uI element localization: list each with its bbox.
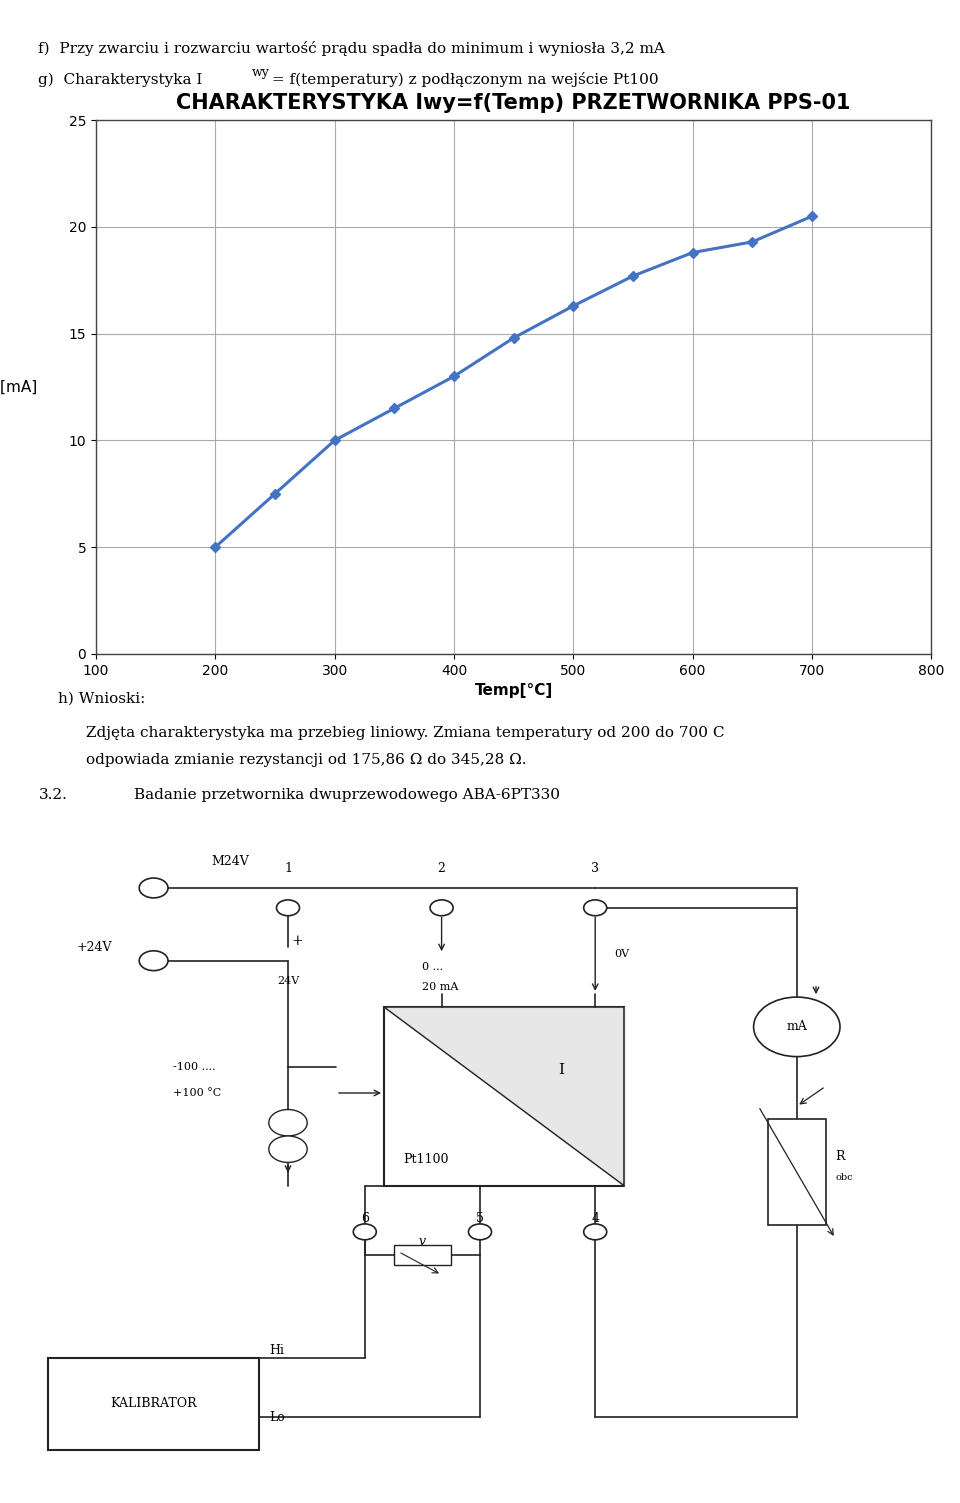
Text: 2: 2: [438, 861, 445, 875]
Circle shape: [584, 900, 607, 915]
Circle shape: [269, 1136, 307, 1162]
Bar: [48, 1357, 259, 1450]
Text: 3: 3: [591, 861, 599, 875]
Bar: [394, 1244, 451, 1266]
Text: h) Wnioski:: h) Wnioski:: [58, 691, 145, 705]
Text: 5: 5: [476, 1211, 484, 1225]
Text: wy: wy: [252, 66, 270, 78]
Text: +24V: +24V: [77, 941, 112, 954]
Text: +100 °C: +100 °C: [173, 1088, 221, 1099]
Circle shape: [269, 1109, 307, 1136]
Circle shape: [353, 1223, 376, 1240]
Text: Hi: Hi: [269, 1344, 284, 1357]
Text: 24V: 24V: [276, 975, 300, 986]
Text: g)  Charakterystyka I: g) Charakterystyka I: [38, 72, 203, 87]
Circle shape: [468, 1223, 492, 1240]
Text: Pt1100: Pt1100: [403, 1153, 448, 1166]
Text: 0V: 0V: [614, 948, 630, 959]
Text: M24V: M24V: [211, 855, 249, 869]
Text: -100 ....: -100 ....: [173, 1061, 215, 1072]
Text: odpowiada zmianie rezystancji od 175,86 Ω do 345,28 Ω.: odpowiada zmianie rezystancji od 175,86 …: [86, 753, 527, 767]
Text: +: +: [292, 933, 303, 948]
Circle shape: [584, 1223, 607, 1240]
Circle shape: [139, 878, 168, 897]
Text: = f(temperatury) z podłączonym na wejście Pt100: = f(temperatury) z podłączonym na wejści…: [267, 72, 659, 87]
Text: mA: mA: [786, 1021, 807, 1034]
Text: 1: 1: [284, 861, 292, 875]
Text: R: R: [835, 1150, 845, 1163]
Circle shape: [430, 900, 453, 915]
Text: v: v: [419, 1235, 426, 1249]
Text: Lo: Lo: [269, 1410, 284, 1423]
Title: CHARAKTERYSTYKA Iwy=f(Temp) PRZETWORNIKA PPS-01: CHARAKTERYSTYKA Iwy=f(Temp) PRZETWORNIKA…: [177, 93, 851, 113]
Circle shape: [276, 900, 300, 915]
Text: 6: 6: [361, 1211, 369, 1225]
Circle shape: [754, 996, 840, 1057]
Text: Badanie przetwornika dwuprzewodowego ABA-6PT330: Badanie przetwornika dwuprzewodowego ABA…: [134, 788, 561, 801]
Text: f)  Przy zwarciu i rozwarciu wartość prądu spadła do minimum i wyniosła 3,2 mA: f) Przy zwarciu i rozwarciu wartość prąd…: [38, 41, 665, 56]
Circle shape: [139, 951, 168, 971]
Text: I: I: [559, 1063, 564, 1076]
Bar: [384, 1007, 624, 1186]
Polygon shape: [384, 1007, 624, 1186]
Text: 20 mA: 20 mA: [422, 981, 459, 992]
Bar: [768, 1120, 826, 1225]
X-axis label: Temp[°C]: Temp[°C]: [474, 682, 553, 697]
Text: 4: 4: [591, 1211, 599, 1225]
Text: 0 ...: 0 ...: [422, 962, 444, 972]
Text: Zdjęta charakterystyka ma przebieg liniowy. Zmiana temperatury od 200 do 700 C: Zdjęta charakterystyka ma przebieg linio…: [86, 726, 725, 739]
Text: 3.2.: 3.2.: [38, 788, 67, 801]
Y-axis label: Iwy[mA]: Iwy[mA]: [0, 380, 37, 394]
Text: KALIBRATOR: KALIBRATOR: [110, 1398, 197, 1410]
Text: obc: obc: [835, 1174, 852, 1183]
